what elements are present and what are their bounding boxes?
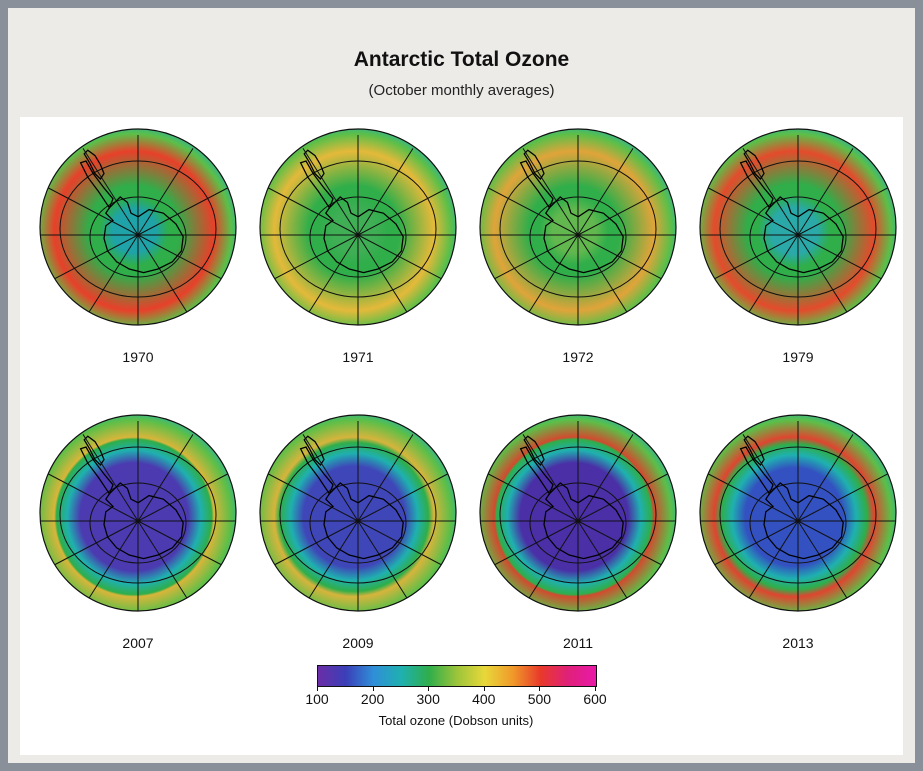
coastline [79,149,184,274]
graticule [40,135,236,325]
graticule [700,421,896,611]
graticule [260,421,456,611]
graticule [260,135,456,325]
map-year-label: 1979 [782,349,814,365]
colorbar-tick-label: 200 [360,691,385,707]
map-year-label: 1971 [342,349,374,365]
coastline [739,149,844,274]
figure-title: Antarctic Total Ozone [353,48,570,71]
colorbar-tick [372,686,374,691]
ozone-map-2009 [258,413,458,613]
graticule [480,135,676,325]
ozone-map-2011 [478,413,678,613]
ozone-map-1972 [478,127,678,327]
ozone-map-1979 [698,127,898,327]
graticule [480,421,676,611]
colorbar [317,665,597,687]
colorbar-label: Total ozone (Dobson units) [378,713,534,728]
colorbar-tick-label: 300 [416,691,440,707]
colorbar-tick [483,686,485,691]
coastline [739,435,844,560]
map-year-label: 2009 [342,635,374,651]
coastline [299,435,404,560]
ozone-map-2013 [698,413,898,613]
map-year-label: 2011 [562,635,594,651]
colorbar-tick-label: 500 [527,691,552,707]
figure-frame: Antarctic Total Ozone (October monthly a… [8,8,915,763]
maps-panel: 1970 1971 1972 1979 2007 2009 2011 2013 100 200 3… [20,117,903,755]
map-year-label: 1970 [122,349,154,365]
coastline [519,435,624,560]
ozone-map-1971 [258,127,458,327]
map-year-label: 2007 [122,635,154,651]
ozone-map-2007 [38,413,238,613]
coastline [79,435,184,560]
figure-subtitle: (October monthly averages) [368,82,555,99]
map-year-label: 2013 [782,635,814,651]
graticule [700,135,896,325]
colorbar-tick-label: 100 [305,691,329,707]
colorbar-tick [595,686,596,691]
map-year-label: 1972 [562,349,594,365]
colorbar-tick [428,686,430,691]
ozone-map-1970 [38,127,238,327]
colorbar-tick [539,686,541,691]
coastline [519,149,624,274]
colorbar-tick [317,686,318,691]
graticule [40,421,236,611]
coastline [299,149,404,274]
colorbar-tick-label: 600 [583,691,607,707]
colorbar-tick-label: 400 [472,691,496,707]
